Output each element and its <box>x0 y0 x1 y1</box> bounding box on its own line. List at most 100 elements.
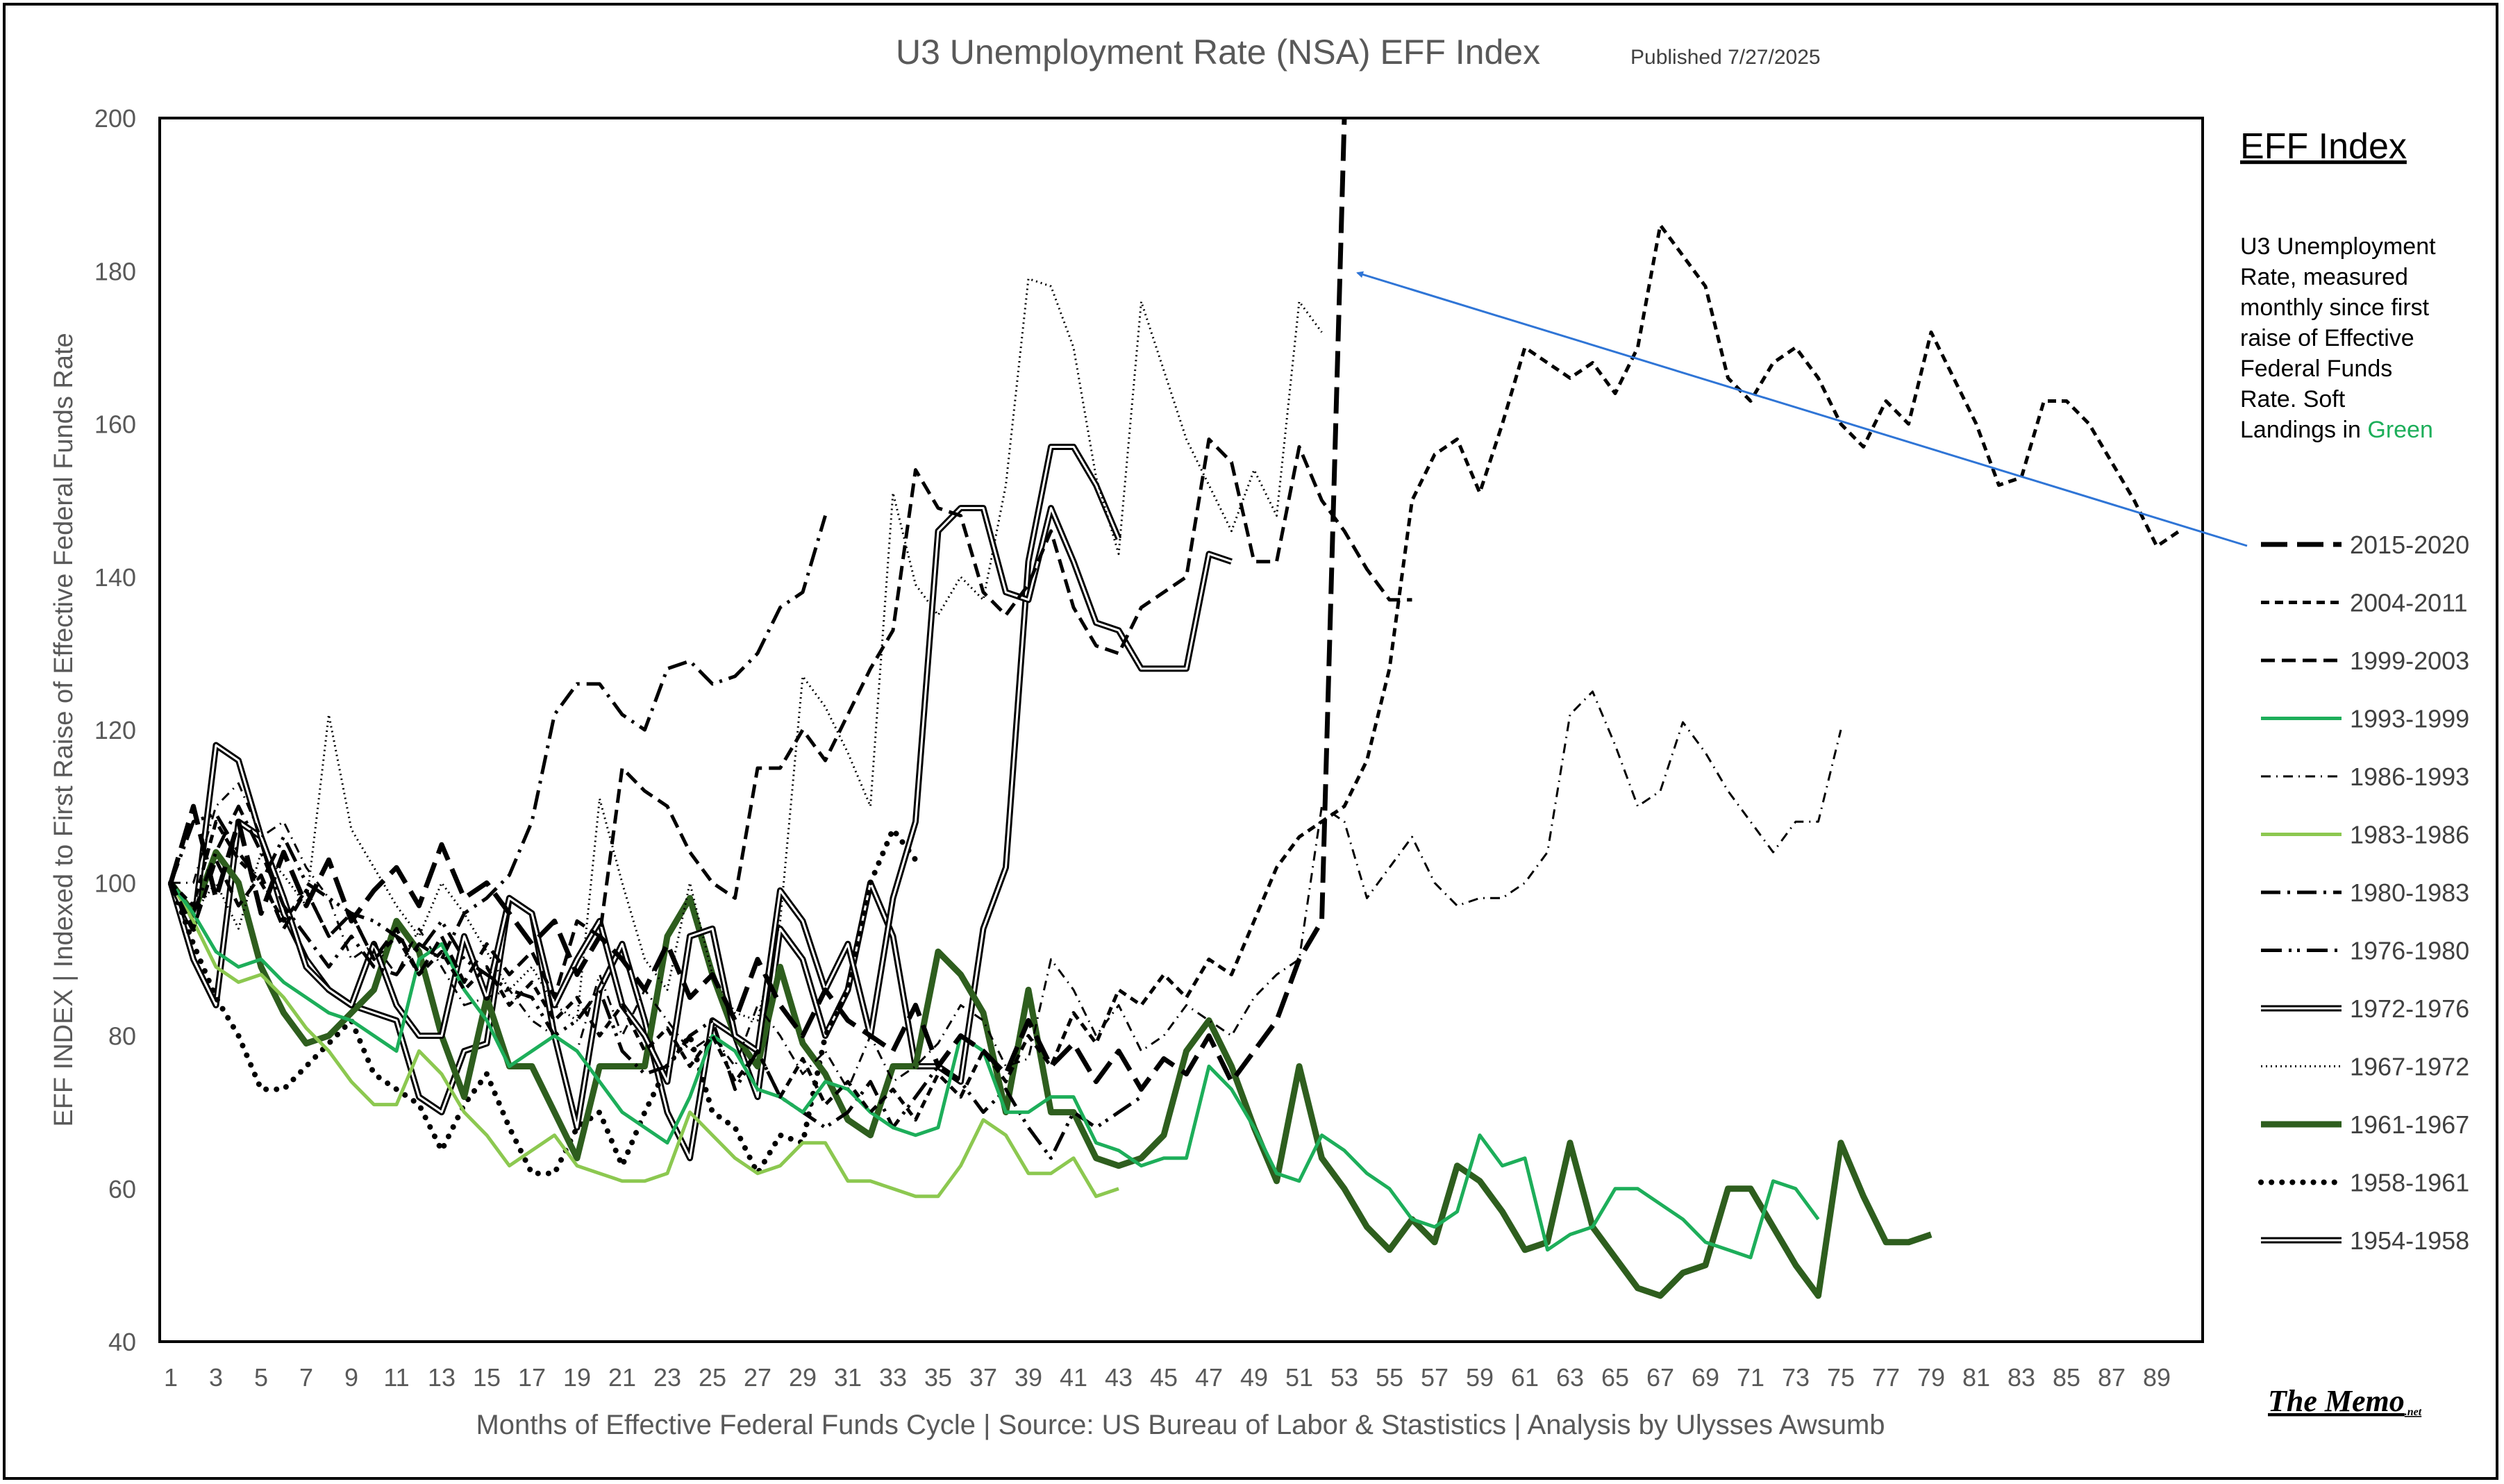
chart-subtitle: Published 7/27/2025 <box>1630 46 1821 69</box>
series-2015-2020-line <box>168 117 1347 1092</box>
legend-note-line-2: Rate, measured <box>2240 264 2408 290</box>
x-tick-label: 43 <box>1105 1363 1133 1392</box>
x-tick-label: 23 <box>653 1363 681 1392</box>
x-tick-label: 3 <box>209 1363 223 1392</box>
legend-label: 1986-1993 <box>2350 762 2469 791</box>
series-1999-2003 <box>169 437 1412 999</box>
series-1980-1983 <box>169 515 827 976</box>
y-tick-label: 80 <box>108 1022 136 1051</box>
legend-title: EFF Index <box>2240 126 2407 167</box>
legend-item-1967-1972: 1967-1972 <box>2261 1053 2469 1081</box>
legend-note-line-5: Federal Funds <box>2240 356 2392 382</box>
x-axis-label: Months of Effective Federal Funds Cycle … <box>476 1410 1885 1440</box>
series-1958-1961-line <box>168 826 919 1176</box>
legend-item-1980-1983: 1980-1983 <box>2261 878 2469 907</box>
y-tick-label: 200 <box>94 104 136 133</box>
x-tick-label: 35 <box>924 1363 952 1392</box>
x-tick-label: 65 <box>1601 1363 1629 1392</box>
x-tick-label: 49 <box>1240 1363 1268 1392</box>
x-tick-label: 7 <box>299 1363 313 1392</box>
series-1972-1976-line-inner <box>169 507 1232 1083</box>
legend-note-line-3: monthly since first <box>2240 294 2430 321</box>
legend-label: 1983-1986 <box>2350 821 2469 849</box>
y-tick-label: 40 <box>108 1328 136 1356</box>
watermark-logo: The Memo.net <box>2268 1384 2422 1418</box>
legend-label: 1993-1999 <box>2350 705 2469 733</box>
legend-label: 1972-1976 <box>2350 994 2469 1023</box>
legend-item-1983-1986: 1983-1986 <box>2261 821 2469 849</box>
legend-label: 1967-1972 <box>2350 1053 2469 1081</box>
legend-item-1976-1980: 1976-1980 <box>2261 937 2469 965</box>
y-tick-label: 160 <box>94 410 136 439</box>
series-1961-1967-line <box>168 849 1933 1299</box>
x-tick-label: 17 <box>518 1363 546 1392</box>
legend-item-1954-1958: 1954-1958 <box>2261 1226 2469 1255</box>
x-tick-label: 53 <box>1330 1363 1358 1392</box>
legend-item-2015-2020: 2015-2020 <box>2261 531 2469 559</box>
series-2015-2020 <box>168 117 1347 1092</box>
x-tick-label: 11 <box>383 1363 409 1392</box>
series-1961-1967 <box>168 849 1933 1299</box>
series-1993-1999-line <box>169 881 1820 1260</box>
y-tick-label: 100 <box>94 869 136 897</box>
y-tick-label: 120 <box>94 716 136 744</box>
x-tick-label: 39 <box>1015 1363 1042 1392</box>
x-tick-label: 75 <box>1827 1363 1855 1392</box>
x-axis-ticks: 1 3 5 7 9 11 13 15 17 19 21 23 25 27 29 31 33 35 37 39 41 43 4… <box>164 1363 2171 1392</box>
legend-label: 1958-1961 <box>2350 1169 2469 1197</box>
y-tick-label: 60 <box>108 1175 136 1203</box>
x-tick-label: 1 <box>164 1363 178 1392</box>
x-tick-label: 9 <box>344 1363 358 1392</box>
legend-item-1972-1976: 1972-1976 <box>2261 994 2469 1023</box>
series-1999-2003-line <box>169 437 1412 999</box>
legend-item-1993-1999: 1993-1999 <box>2261 705 2469 733</box>
x-tick-label: 25 <box>699 1363 726 1392</box>
chart-title: U3 Unemployment Rate (NSA) EFF Index <box>896 33 1540 72</box>
legend-label: 1954-1958 <box>2350 1226 2469 1255</box>
series-1986-1993 <box>171 690 1842 1091</box>
x-tick-label: 27 <box>744 1363 771 1392</box>
series-1986-1993-line <box>171 690 1842 1091</box>
x-tick-label: 81 <box>1962 1363 1990 1392</box>
legend-note: U3 Unemployment Rate, measured monthly s… <box>2240 233 2442 443</box>
x-tick-label: 73 <box>1782 1363 1810 1392</box>
x-tick-label: 37 <box>969 1363 997 1392</box>
x-tick-label: 67 <box>1646 1363 1674 1392</box>
legend-note-line-4: raise of Effective <box>2240 325 2414 351</box>
series-1980-1983-line <box>169 515 827 976</box>
series-1983-1986 <box>169 882 1119 1199</box>
x-tick-label: 15 <box>473 1363 501 1392</box>
series-1976-1980-line <box>169 812 1142 1160</box>
legend-item-2004-2011: 2004-2011 <box>2261 589 2468 617</box>
series-1976-1980 <box>169 812 1142 1160</box>
legend-note-line-7: Landings in <box>2240 417 2367 443</box>
x-tick-label: 29 <box>789 1363 817 1392</box>
x-tick-label: 45 <box>1150 1363 1178 1392</box>
legend-item-1999-2003: 1999-2003 <box>2261 647 2469 675</box>
legend: 2015-2020 2004-2011 1999-2003 1993-1999 1986… <box>2258 531 2469 1255</box>
y-tick-label: 140 <box>94 563 136 592</box>
legend-note-line-6: Rate. Soft <box>2240 386 2346 412</box>
x-tick-label: 41 <box>1060 1363 1087 1392</box>
x-tick-label: 51 <box>1285 1363 1313 1392</box>
series-2004-2011 <box>169 223 2180 1122</box>
x-tick-label: 19 <box>563 1363 591 1392</box>
legend-label: 2015-2020 <box>2350 531 2469 559</box>
x-tick-label: 31 <box>834 1363 862 1392</box>
x-tick-label: 5 <box>254 1363 268 1392</box>
series-1958-1961 <box>168 826 919 1176</box>
y-tick-label: 180 <box>94 257 136 285</box>
x-tick-label: 71 <box>1737 1363 1764 1392</box>
x-tick-label: 69 <box>1692 1363 1719 1392</box>
x-tick-label: 63 <box>1556 1363 1584 1392</box>
legend-label: 1976-1980 <box>2350 937 2469 965</box>
legend-note-line-1: U3 Unemployment <box>2240 233 2436 260</box>
x-tick-label: 33 <box>879 1363 907 1392</box>
series-1967-1972-line <box>169 277 1323 1022</box>
x-tick-label: 47 <box>1195 1363 1223 1392</box>
y-axis-ticks: 40 60 80 100 120 140 160 180 200 <box>94 104 136 1356</box>
legend-label: 2004-2011 <box>2350 589 2468 617</box>
x-tick-label: 61 <box>1511 1363 1539 1392</box>
legend-item-1958-1961: 1958-1961 <box>2258 1169 2469 1197</box>
